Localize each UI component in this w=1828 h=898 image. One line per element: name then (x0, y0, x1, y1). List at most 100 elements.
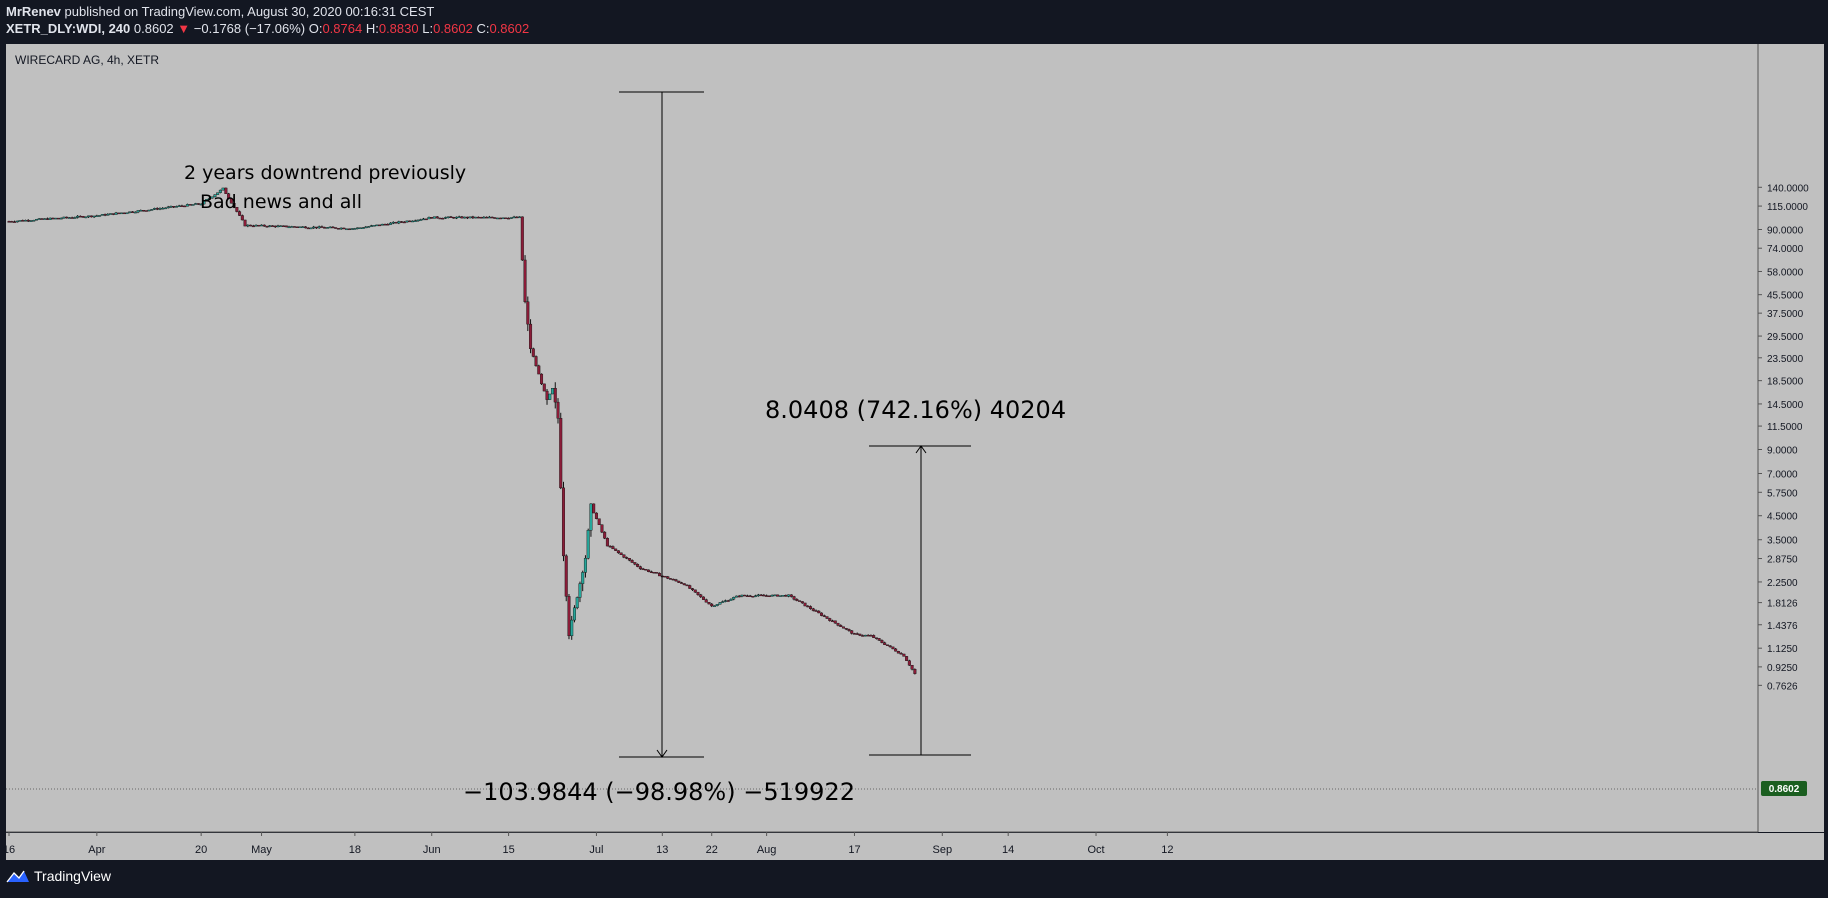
candle-body (37, 218, 41, 220)
candle-body (784, 595, 788, 597)
candle-body (564, 555, 568, 597)
candle-body (23, 219, 27, 222)
candle-body (685, 584, 689, 587)
candle-body (408, 220, 412, 223)
time-axis[interactable] (6, 833, 1824, 860)
candle-body (493, 217, 497, 219)
candle-body (430, 217, 434, 219)
candle-body (798, 600, 802, 602)
candle-body (246, 224, 250, 227)
candle-body (438, 217, 442, 220)
candle-body (59, 217, 63, 220)
candle-body (142, 210, 146, 212)
candle-body (386, 223, 390, 226)
y-tick-label: 1.4376 (1767, 621, 1798, 632)
candle-body (339, 227, 343, 230)
candle-body (633, 562, 637, 565)
candle-body (575, 597, 579, 609)
candle-body (345, 228, 349, 231)
y-tick-label: 74.0000 (1767, 244, 1804, 255)
candle-body (73, 217, 77, 219)
x-tick-labels: 16 Apr 20 May 18 Jun 15 Jul 13 22 Aug 17 Sep 14 Oct 12 (3, 832, 1174, 856)
candle-body (287, 226, 291, 229)
annotation-bad-news: Bad news and all (200, 191, 362, 213)
candle-body (389, 222, 393, 225)
candle-body (342, 227, 346, 230)
candle-body (712, 605, 716, 607)
author-name[interactable]: MrRenev (6, 4, 61, 19)
candle-body (260, 224, 264, 227)
last-price-tag (1761, 781, 1807, 796)
candle-body (902, 653, 906, 657)
candle-body (240, 215, 244, 221)
candle-body (177, 205, 181, 207)
y-tick-label: 23.5000 (1767, 354, 1804, 365)
candle-body (7, 221, 11, 223)
candle-body (800, 601, 804, 604)
candle-body (81, 216, 85, 218)
candle-body (869, 635, 873, 637)
y-tick-label: 0.9250 (1767, 663, 1798, 674)
y-tick-label: 115.0000 (1767, 202, 1808, 213)
candle-body (781, 595, 785, 597)
candle-body (839, 625, 843, 627)
price-axis[interactable] (1758, 44, 1824, 832)
candle-body (435, 216, 439, 219)
candle-body (271, 225, 275, 227)
open-value: 0.8764 (322, 21, 363, 36)
candle-body (778, 595, 782, 597)
candle-body (732, 597, 736, 600)
footer-brand[interactable]: TradingView (6, 868, 111, 884)
candle-body (548, 393, 552, 400)
candle-body (597, 518, 601, 525)
candle-body (54, 217, 58, 220)
chart-pane[interactable] (6, 44, 1758, 832)
candle-body (413, 220, 417, 222)
candle-body (734, 595, 738, 598)
close-value: 0.8602 (489, 21, 530, 36)
candle-body (542, 383, 546, 392)
candle-body (616, 550, 620, 554)
candle-body (383, 223, 387, 226)
candle-body (693, 589, 697, 593)
candle-body (776, 594, 780, 597)
candle-body (331, 226, 335, 229)
candle-body (454, 216, 458, 219)
candle-body (647, 569, 651, 572)
candle-body (767, 595, 771, 597)
candle-body (701, 596, 705, 600)
candle-body (43, 218, 47, 220)
candle-body (251, 225, 255, 228)
candle-body (51, 217, 55, 220)
candle-body (600, 524, 604, 533)
candle-body (641, 568, 645, 571)
high-value: 0.8830 (378, 21, 419, 36)
candle-body (751, 596, 755, 598)
candle-body (529, 323, 533, 349)
candle-body (605, 538, 609, 547)
candle-body (183, 205, 187, 208)
candle-body (463, 216, 467, 219)
candle-body (828, 618, 832, 621)
y-tick-label: 58.0000 (1767, 267, 1804, 278)
candle-body (174, 206, 178, 208)
candle-body (290, 226, 294, 228)
candle-body (411, 220, 415, 223)
candle-body (809, 606, 813, 609)
y-tick-label: 45.5000 (1767, 291, 1804, 302)
candle-body (84, 216, 88, 219)
candle-body (468, 216, 472, 219)
candle-body (298, 226, 302, 228)
candle-body (432, 216, 436, 219)
candle-body (449, 216, 453, 218)
candle-body (619, 552, 623, 555)
drop-arrow-icon (656, 749, 668, 758)
candle-body (424, 218, 428, 221)
candle-body (369, 225, 373, 227)
x-tick-label: Jun (423, 844, 441, 856)
candle-body (314, 226, 318, 229)
candle-body (658, 573, 662, 577)
candle-body (907, 660, 911, 666)
candle-body (210, 196, 214, 199)
